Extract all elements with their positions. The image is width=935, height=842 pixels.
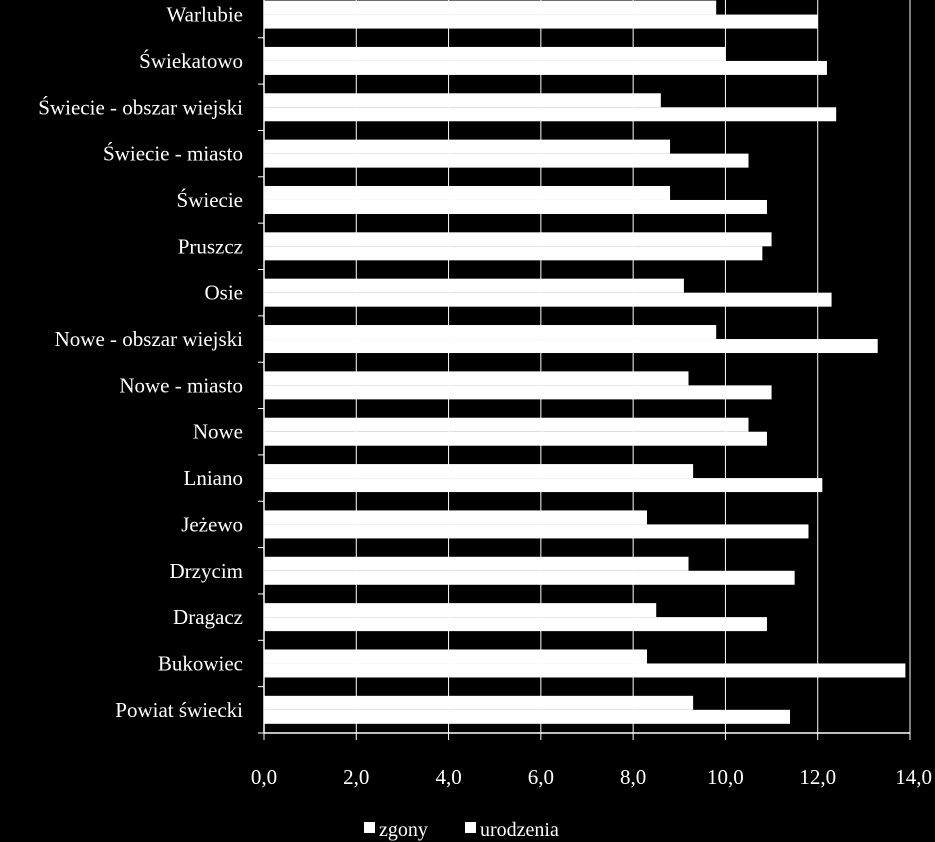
category-labels: Powiat świecki Bukowiec Dragacz Drzycim Jeże… [38,3,243,722]
bar-zgony [264,464,694,479]
category-label: Jeżewo [181,512,243,536]
bar-urodzenia [264,524,809,539]
bar-zgony [264,278,684,293]
x-tick-label: 6,0 [528,765,554,789]
bar-zgony [264,0,717,15]
bar-zgony [264,46,726,61]
bar-urodzenia [264,292,832,307]
bar-zgony [264,232,772,247]
x-tick-label: 0,0 [251,765,277,789]
category-label: Warlubie [167,3,243,27]
category-label: Dragacz [173,605,243,629]
category-label: Nowe - miasto [119,373,243,397]
category-label: Nowe - obszar wiejski [55,327,244,351]
category-label: Pruszcz [178,234,243,258]
category-label: Nowe [193,420,243,444]
category-label: Powiat świecki [115,698,243,722]
x-tick-label: 2,0 [343,765,369,789]
bar-urodzenia [264,199,767,214]
bar-zgony [264,510,647,525]
axes [258,0,911,740]
x-tick-label: 12,0 [799,765,836,789]
bars [264,0,906,724]
bar-zgony [264,603,657,618]
category-label: Lniano [184,466,243,490]
x-tick-label: 8,0 [620,765,646,789]
legend-urodzenia: urodzenia [480,819,559,841]
bar-urodzenia [264,107,837,122]
bar-zgony [264,556,689,571]
legend-swatch [465,822,476,833]
category-label: Świecie - obszar wiejski [38,95,243,119]
bar-urodzenia [264,663,906,678]
bar-urodzenia [264,14,818,29]
bar-zgony [264,649,647,664]
x-tick-label: 14,0 [895,765,932,789]
category-label: Osie [205,281,244,305]
bar-urodzenia [264,60,827,75]
category-label: Świecie [177,188,243,212]
bar-zgony [264,139,671,154]
bar-urodzenia [264,385,772,400]
bar-urodzenia [264,478,823,493]
bar-urodzenia [264,153,749,168]
bar-zgony [264,695,694,710]
bar-urodzenia [264,570,795,585]
bar-urodzenia [264,617,767,632]
bar-urodzenia [264,709,791,724]
category-label: Drzycim [170,559,243,583]
x-tick-label: 10,0 [707,765,744,789]
bar-zgony [264,371,689,386]
legend-swatch [364,822,375,833]
category-label: Bukowiec [158,651,243,675]
x-tick-label: 4,0 [435,765,461,789]
bar-urodzenia [264,339,878,354]
category-label: Świekatowo [139,49,243,73]
bar-urodzenia [264,431,767,446]
bar-urodzenia [264,246,763,261]
tick-labels: 0,0 2,0 4,0 6,0 8,0 10,0 12,0 14,0 [251,765,932,789]
category-label: Świecie - miasto [103,142,243,166]
bar-zgony [264,325,717,340]
bar-zgony [264,185,671,200]
legend-zgony: zgony [379,819,428,841]
legend: zgony urodzenia [364,819,559,841]
bar-zgony [264,417,749,432]
bar-zgony [264,93,661,108]
